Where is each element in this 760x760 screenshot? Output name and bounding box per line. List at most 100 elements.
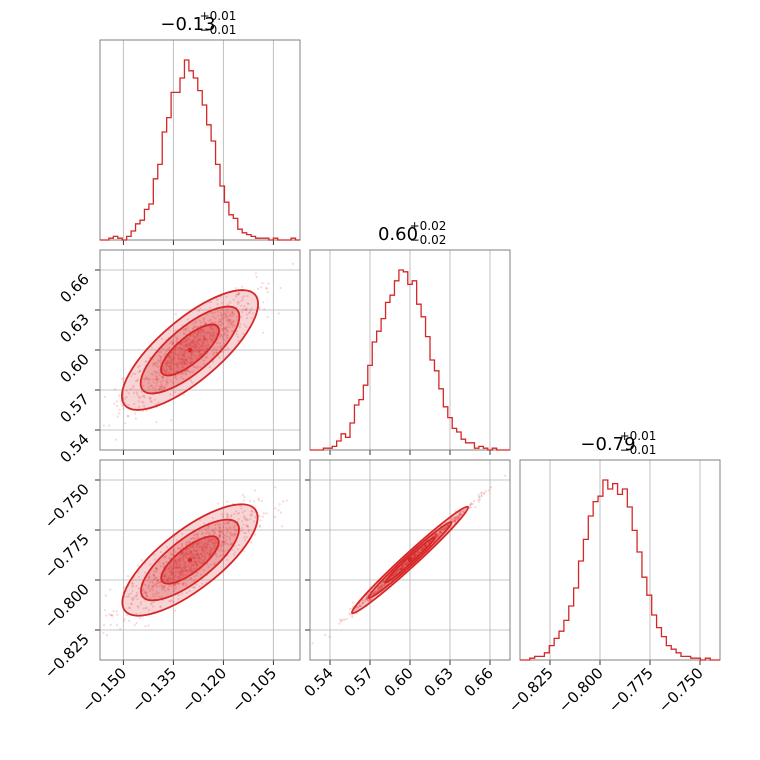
- sample-point: [226, 334, 229, 337]
- sample-point: [262, 512, 265, 515]
- sample-point: [435, 535, 439, 538]
- sample-point: [189, 356, 192, 359]
- sample-point: [196, 551, 199, 555]
- sample-point: [208, 546, 211, 549]
- sample-point: [159, 605, 162, 609]
- sample-point: [223, 522, 227, 525]
- sample-point: [214, 317, 217, 320]
- sample-point: [142, 588, 145, 591]
- sample-point: [134, 417, 137, 420]
- sample-point: [232, 313, 236, 316]
- sample-point: [399, 568, 402, 571]
- sample-point: [422, 545, 426, 548]
- sample-point: [222, 535, 225, 539]
- sample-point: [165, 361, 169, 365]
- sample-point: [185, 343, 188, 346]
- sample-point: [201, 532, 204, 536]
- sample-point: [218, 535, 222, 538]
- sample-point: [102, 624, 106, 627]
- sample-point: [162, 587, 165, 590]
- sample-point: [156, 579, 159, 582]
- sample-point: [198, 545, 201, 548]
- sample-point: [172, 367, 175, 370]
- sample-point: [205, 338, 209, 341]
- sample-point: [194, 343, 197, 346]
- sample-point: [212, 530, 215, 533]
- sample-point: [168, 566, 171, 569]
- sample-point: [218, 555, 221, 558]
- sample-point: [404, 563, 407, 566]
- sample-point: [179, 552, 182, 556]
- sample-point: [163, 556, 166, 559]
- sample-point: [181, 566, 184, 569]
- sample-point: [379, 585, 382, 588]
- sample-point: [152, 574, 155, 577]
- sample-point: [139, 603, 143, 606]
- sample-point: [140, 558, 143, 562]
- sample-point: [191, 537, 194, 540]
- sample-point: [250, 307, 253, 310]
- sample-point: [257, 497, 260, 500]
- sample-point: [461, 509, 465, 513]
- sample-point: [202, 317, 205, 320]
- sample-point: [183, 361, 186, 364]
- sample-point: [169, 562, 172, 566]
- sample-point: [135, 593, 139, 596]
- sample-point: [222, 338, 225, 341]
- sample-point: [208, 553, 211, 556]
- sample-point: [196, 365, 199, 368]
- sample-point: [195, 336, 198, 339]
- sample-point: [182, 332, 186, 336]
- sample-point: [400, 567, 403, 570]
- sample-point: [164, 555, 167, 559]
- sample-point: [363, 601, 366, 604]
- sample-point: [214, 538, 217, 541]
- sample-point: [149, 384, 153, 387]
- sample-point: [209, 548, 212, 551]
- sample-point: [194, 549, 197, 553]
- sample-point: [345, 617, 348, 621]
- sample-point: [185, 343, 188, 346]
- sample-point: [192, 325, 196, 329]
- sample-point: [203, 338, 207, 341]
- sample-point: [224, 313, 227, 316]
- sample-point: [164, 371, 167, 374]
- sample-point: [200, 552, 203, 556]
- sample-point: [221, 549, 224, 552]
- sample-point: [189, 569, 192, 572]
- sample-point: [151, 589, 155, 592]
- sample-point: [456, 516, 460, 519]
- sample-point: [353, 609, 356, 612]
- sample-point: [174, 376, 178, 379]
- sample-point: [154, 377, 157, 381]
- sample-point: [199, 331, 202, 334]
- sample-point: [440, 532, 443, 535]
- sample-point: [212, 351, 215, 354]
- sample-point: [220, 313, 223, 316]
- sample-point: [195, 553, 198, 556]
- sample-point: [210, 332, 213, 335]
- sample-point: [195, 564, 199, 567]
- sample-point: [191, 348, 194, 352]
- sample-point: [399, 568, 402, 571]
- sample-point: [91, 619, 93, 621]
- sample-point: [182, 366, 185, 369]
- sample-point: [364, 599, 367, 602]
- sample-point: [203, 338, 207, 341]
- sample-point: [458, 513, 462, 517]
- sample-point: [153, 582, 156, 586]
- sample-point: [166, 580, 169, 583]
- sample-point: [242, 332, 245, 335]
- sample-point: [412, 554, 415, 557]
- sample-point: [223, 327, 226, 330]
- sample-point: [196, 331, 199, 334]
- sample-point: [174, 586, 178, 589]
- sample-point: [189, 379, 193, 382]
- sample-point: [186, 553, 189, 556]
- sample-point: [223, 533, 227, 537]
- sample-point: [452, 516, 455, 519]
- sample-point: [175, 363, 178, 367]
- sample-point: [358, 604, 361, 607]
- sample-point: [220, 317, 224, 320]
- sample-point: [224, 339, 227, 342]
